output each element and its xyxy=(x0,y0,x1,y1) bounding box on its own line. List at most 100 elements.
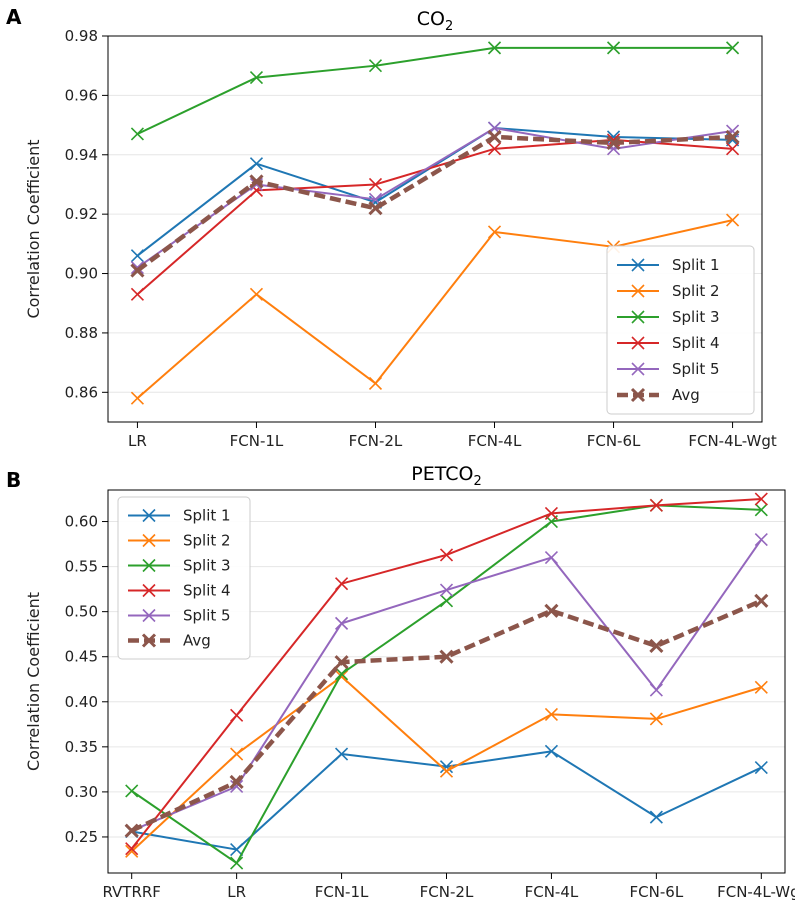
panel-b-series-split-4-point xyxy=(544,506,559,520)
panel-a-series-split-3-point xyxy=(130,127,144,141)
panel-b-series-split-2-point xyxy=(125,844,139,858)
panel-a-ytick-label: 0.98 xyxy=(65,27,98,45)
panel-b-xtick-label: FCN-1L xyxy=(315,883,369,901)
panel-a-series-avg-point xyxy=(368,201,383,216)
panel-a-legend-marker xyxy=(631,310,645,324)
panel-a-series-split-1-point xyxy=(249,157,264,171)
panel-a-series-split-3-point xyxy=(487,41,502,55)
panel-b-series-avg-point xyxy=(124,823,139,838)
panel-a-series-split-3-point xyxy=(368,59,383,73)
panel-a-legend-marker xyxy=(630,387,646,403)
panel-a-series-split-3-point xyxy=(249,71,264,85)
panel-b-series-avg-point xyxy=(439,649,454,664)
panel-b-title-main: PETCO xyxy=(411,463,473,485)
panel-b-series-split-1-point xyxy=(754,760,768,775)
panel-b-petco2: B PETCO2 0.25 0.30 0.35 0.40 0.45 0.50 0.55 0.60 R… xyxy=(6,463,795,901)
panel-b-series-avg-point xyxy=(229,774,244,790)
panel-b-legend-entry: Split 2 xyxy=(128,532,231,550)
panel-b-xtick-label: FCN-4L xyxy=(525,883,579,901)
panel-b-ytick-label: 0.45 xyxy=(65,648,98,666)
panel-b-legend-label: Split 2 xyxy=(183,532,231,550)
panel-b-legend-entry: Split 1 xyxy=(128,507,231,525)
panel-a-series-split-4-point xyxy=(368,177,383,192)
panel-b-legend-entry: Split 5 xyxy=(128,607,231,625)
panel-a-series-split-2 xyxy=(130,213,740,405)
panel-b-ytick-label: 0.25 xyxy=(65,828,98,846)
panel-b-ytick-label: 0.40 xyxy=(65,693,98,711)
panel-b-letter: B xyxy=(6,468,21,492)
panel-b-series-split-2 xyxy=(125,669,768,858)
panel-b-xtick-label: LR xyxy=(227,883,246,901)
panel-b-legend: Split 1 Split 2 Split 3 Split 4 Split 5 Avg xyxy=(117,496,251,660)
panel-a-title-subscript: 2 xyxy=(445,19,453,34)
panel-b-series-split-1-point xyxy=(439,760,454,774)
panel-a-legend-entry: Split 4 xyxy=(617,334,720,352)
panel-a-ylabel: Correlation Coefficient xyxy=(24,139,43,318)
panel-b-series-split-4-point xyxy=(649,498,663,512)
panel-b-xtick-label: FCN-6L xyxy=(630,883,684,901)
panel-a-co2: A CO2 0.86 0.88 0.90 0.92 0.94 0.96 0.98 LR FCN-1L… xyxy=(6,5,777,450)
panel-b-ytick-label: 0.35 xyxy=(65,738,98,756)
panel-a-series-split-4-point xyxy=(487,142,502,156)
panel-b-series-split-4-point xyxy=(439,548,454,562)
panel-a-ytick-label: 0.94 xyxy=(65,146,98,164)
panel-b-legend-marker xyxy=(142,533,156,548)
panel-a-series-split-1-point xyxy=(130,249,144,263)
panel-a-legend-entry: Split 5 xyxy=(617,360,720,378)
panel-b-legend-entry: Split 3 xyxy=(128,557,231,575)
panel-a-legend-label: Split 1 xyxy=(672,256,720,274)
panel-a-legend-marker xyxy=(631,336,645,350)
panel-b-series-split-1-point xyxy=(230,843,244,857)
panel-b-series-split-5-point xyxy=(544,551,559,565)
panel-a-series-split-5-point xyxy=(130,261,144,275)
panel-b-series-split-3-point xyxy=(439,594,454,608)
panel-a-series-split-3 xyxy=(130,41,740,141)
panel-a-ytick-label: 0.92 xyxy=(65,205,98,223)
panel-a-series-avg xyxy=(130,129,740,278)
panel-a-legend-label: Split 3 xyxy=(672,308,720,326)
panel-a-title: CO2 xyxy=(417,8,454,34)
panel-a-series-split-4-point xyxy=(130,287,144,301)
panel-a-ytick-label: 0.88 xyxy=(65,324,98,342)
panel-a-series-split-3-point xyxy=(606,41,621,55)
panel-b-series-split-2-point xyxy=(544,707,559,721)
panel-b-series-split-3-point xyxy=(754,503,768,517)
panel-a-xtick-label: FCN-6L xyxy=(587,432,641,450)
panel-b-series-split-1 xyxy=(125,744,768,857)
panel-b-xtick-label: FCN-4L-Wgt xyxy=(717,883,795,901)
panel-b-xtick-label: FCN-2L xyxy=(420,883,474,901)
panel-b-legend-entry: Split 4 xyxy=(128,582,231,600)
panel-a-legend-label: Split 4 xyxy=(672,334,720,352)
panel-a-series-avg-point xyxy=(249,174,264,189)
panel-b-legend-marker xyxy=(141,633,157,648)
panel-b-ylabel: Correlation Coefficient xyxy=(24,592,43,771)
panel-b-series-split-2-point xyxy=(439,764,454,778)
panel-b-ytick-label: 0.60 xyxy=(65,513,98,531)
panel-b-ytick-label: 0.55 xyxy=(65,558,98,576)
panel-a-series-split-2-line xyxy=(136,219,733,399)
panel-a-ytick-label: 0.96 xyxy=(65,86,98,104)
panel-a-legend-label: Avg xyxy=(672,386,700,404)
panel-b-series-avg-point xyxy=(754,593,769,608)
panel-a-xtick-label: FCN-1L xyxy=(230,432,284,450)
panel-b-series-split-2-point xyxy=(754,680,768,694)
panel-a-legend-entry: Avg xyxy=(617,386,700,404)
panel-b-series-split-4 xyxy=(125,492,768,856)
panel-a-axes-frame xyxy=(107,35,763,423)
panel-b-series-split-2-point xyxy=(230,747,244,761)
panel-b-legend-marker xyxy=(142,608,156,623)
panel-a-xtick-label: LR xyxy=(128,432,147,450)
panel-a-series-split-2-point xyxy=(487,225,502,239)
panel-a-legend-entry: Split 1 xyxy=(617,256,720,274)
panel-a-legend-entry: Split 3 xyxy=(617,308,720,326)
panel-b-series-split-2-point xyxy=(649,712,663,726)
panel-a-legend-label: Split 5 xyxy=(672,360,720,378)
panel-a-series-split-2-point xyxy=(130,391,144,405)
panel-b-series-avg-point xyxy=(544,603,559,618)
panel-a-series-split-2-point xyxy=(368,376,383,390)
panel-b-series-split-3-point xyxy=(230,856,244,870)
panel-b-series-split-4-point xyxy=(754,492,768,506)
panel-b-ytick-label: 0.30 xyxy=(65,783,98,801)
panel-a-series-avg-point xyxy=(130,263,145,278)
